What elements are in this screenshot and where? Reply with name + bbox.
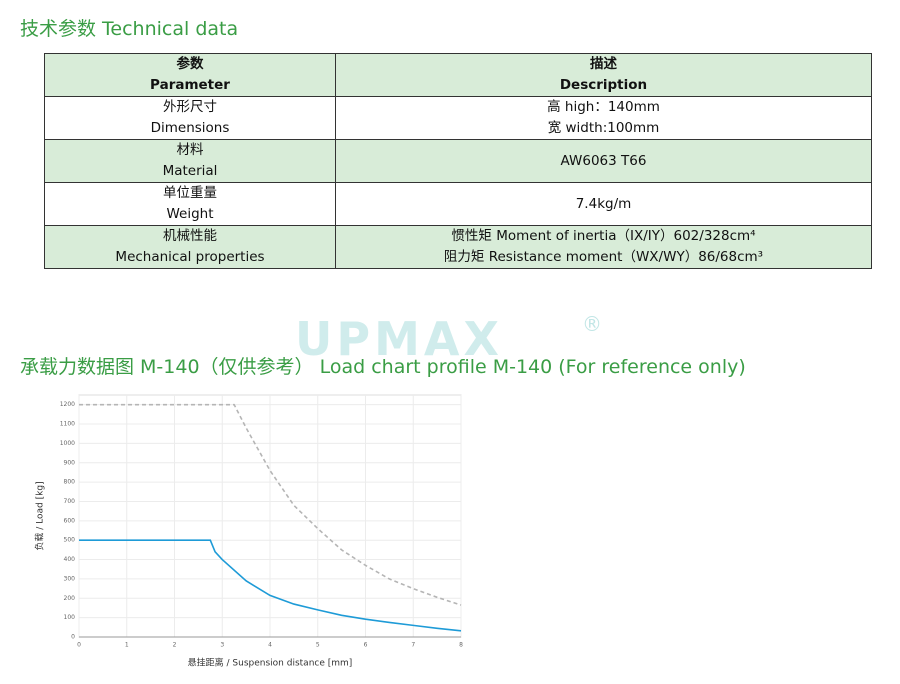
x-tick-label: 4 [268,642,272,649]
watermark: UPMAX [295,312,503,366]
table-cell: 描述 Description [335,53,872,97]
x-tick-label: 5 [316,642,320,649]
cell-text: 惯性矩 Moment of inertia（IX/IY）602/328cm⁴ [451,228,756,244]
table-cell: 材料 Material [44,139,336,183]
table-cell: 单位重量 Weight [44,182,336,226]
x-tick-label: 6 [364,642,368,649]
table-cell: 机械性能 Mechanical properties [44,225,336,269]
table-cell: 惯性矩 Moment of inertia（IX/IY）602/328cm⁴ 阻力… [335,225,872,269]
y-tick-label: 200 [64,595,76,602]
y-tick-label: 700 [64,498,76,505]
series-line [79,539,462,632]
table-row: 机械性能 Mechanical properties 惯性矩 Moment of i… [44,225,872,269]
chart: 0 100 200 300 400 500 600 700 800 900 1000 1100 1200… [34,394,463,669]
cell-text: Weight [166,206,214,222]
table-row: 外形尺寸 Dimensions 高 high：140mm 宽 width:100mm [44,96,872,140]
cell-text: 描述 [590,56,617,72]
cell-text: Material [162,163,218,179]
cell-text: 7.4kg/m [575,195,632,212]
page-title: 技术参数 Technical data [20,18,239,40]
y-tick-label: 1200 [60,401,75,408]
table-row: 材料 Material AW6063 T66 [44,139,872,183]
y-axis-label: 负载 / Load [kg] [34,481,46,550]
y-tick-label: 600 [64,517,76,524]
series-line [79,403,462,606]
x-tick-label: 7 [411,642,415,649]
x-tick-label: 2 [173,642,177,649]
section-title: 承载力数据图 M-140（仅供参考） Load chart profile M-… [20,356,746,378]
cell-text: Description [559,77,648,93]
cell-text: Parameter [150,77,230,93]
x-tick-label: 3 [220,642,224,649]
watermark-mark: ® [582,312,602,336]
cell-text: AW6063 T66 [560,152,647,169]
x-tick-label: 0 [77,642,81,649]
y-tick-label: 100 [64,614,76,621]
cell-text: 阻力矩 Resistance moment（WX/WY）86/68cm³ [443,249,764,265]
table-cell: AW6063 T66 [335,139,872,183]
x-tick-label: 1 [125,642,129,649]
cell-text: Dimensions [150,120,230,136]
cell-text: 外形尺寸 [163,99,217,115]
y-tick-label: 300 [64,575,76,582]
y-tick-label: 400 [64,556,76,563]
cell-text: Mechanical properties [115,249,265,265]
cell-text: 参数 [176,56,204,72]
cell-text: 单位重量 [163,185,217,201]
y-tick-label: 0 [71,634,75,641]
x-tick-label: 8 [459,642,463,649]
y-tick-label: 900 [64,459,76,466]
x-axis-label: 悬挂距离 / Suspension distance [mm] [188,657,353,669]
table-row: 单位重量 Weight 7.4kg/m [44,182,872,226]
cell-text: 高 high：140mm [547,99,660,115]
cell-text: 宽 width:100mm [547,120,660,136]
table-row: 参数 Parameter 描述 Description [44,53,872,97]
y-tick-label: 1000 [60,440,75,447]
y-tick-label: 1100 [60,421,75,428]
table-cell: 高 high：140mm 宽 width:100mm [335,96,872,140]
y-tick-label: 500 [64,537,76,544]
cell-text: 材料 [176,142,204,158]
table-cell: 参数 Parameter [44,53,336,97]
y-tick-label: 800 [64,479,76,486]
table-cell: 7.4kg/m [335,182,872,226]
table-cell: 外形尺寸 Dimensions [44,96,336,140]
cell-text: 机械性能 [163,228,217,244]
spec-table: 参数 Parameter 描述 Description 外形尺寸 Dimensions 高 … [44,53,872,269]
